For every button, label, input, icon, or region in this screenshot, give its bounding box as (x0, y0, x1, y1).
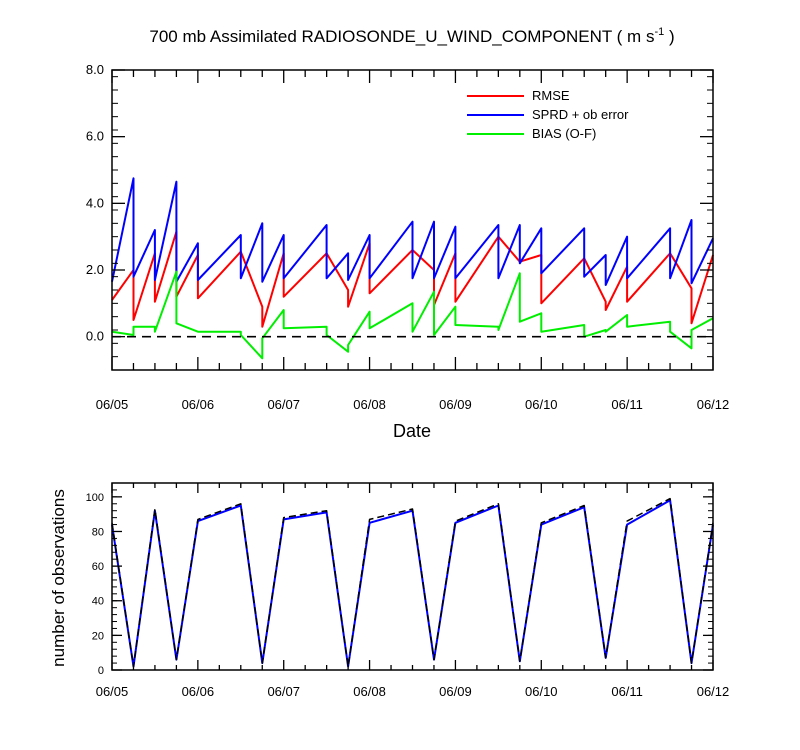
series-line-bias-o-f (111, 270, 714, 360)
bottom-x-tick-labels: 06/05 06/06 06/07 06/08 06/09 06/10 06/11 06/12 (96, 684, 730, 699)
legend-label-bias: BIAS (O-F) (532, 126, 596, 141)
y-tick-label: 4.0 (86, 195, 104, 210)
top-panel: 06/05 06/06 06/07 06/08 06/09 06/10 06/11 06/12… (86, 62, 729, 441)
top-series-group (111, 177, 714, 360)
x-tick-label: 06/11 (611, 684, 643, 699)
x-axis-title: Date (393, 421, 431, 441)
y-tick-label: 2.0 (86, 262, 104, 277)
x-tick-label: 06/06 (182, 397, 215, 412)
x-tick-label: 06/07 (267, 684, 300, 699)
y-tick-label: 8.0 (86, 62, 104, 77)
x-tick-label: 06/06 (182, 684, 215, 699)
chart-title-main: 700 mb Assimilated RADIOSONDE_U_WIND_COM… (149, 27, 654, 46)
y-tick-label: 0.0 (86, 329, 104, 344)
y-tick-label: 100 (86, 492, 104, 504)
bottom-y-tick-labels: 0 20 40 60 80 100 (86, 492, 104, 677)
y-tick-label: 40 (92, 596, 104, 608)
x-tick-label: 06/08 (353, 397, 386, 412)
x-tick-label: 06/11 (611, 397, 643, 412)
series-line-sprd-ob-error (111, 177, 714, 286)
x-tick-label: 06/08 (353, 684, 386, 699)
x-tick-label: 06/07 (267, 397, 300, 412)
chart-title-tail: ) (664, 27, 674, 46)
chart-title-sup: -1 (654, 26, 664, 38)
y-tick-label: 6.0 (86, 129, 104, 144)
series-line-observations-assimilated (111, 499, 714, 668)
x-tick-label: 06/12 (697, 684, 730, 699)
top-plot-frame (111, 69, 714, 371)
bottom-plot-frame (111, 482, 714, 671)
x-tick-label: 06/12 (697, 397, 730, 412)
y-tick-label: 60 (92, 561, 104, 573)
legend-item-rmse: RMSE (467, 88, 570, 103)
top-y-tick-labels: 0.0 2.0 4.0 6.0 8.0 (86, 62, 104, 344)
top-x-tick-labels: 06/05 06/06 06/07 06/08 06/09 06/10 06/11 06/12 (96, 397, 730, 412)
legend-label-sprd: SPRD + ob error (532, 107, 629, 122)
legend-label-rmse: RMSE (532, 88, 570, 103)
x-tick-label: 06/09 (439, 684, 472, 699)
chart-title: 700 mb Assimilated RADIOSONDE_U_WIND_COM… (149, 26, 674, 46)
series-line-observations-possible (111, 497, 714, 668)
y-tick-label: 20 (92, 630, 104, 642)
bottom-series-group (111, 497, 714, 668)
top-ticks-group (111, 69, 714, 371)
x-tick-label: 06/10 (525, 397, 558, 412)
y-tick-label: 80 (92, 526, 104, 538)
y-tick-label: 0 (98, 665, 104, 677)
x-tick-label: 06/09 (439, 397, 472, 412)
x-tick-label: 06/05 (96, 397, 129, 412)
legend: RMSE SPRD + ob error BIAS (O-F) (467, 88, 629, 141)
x-tick-label: 06/05 (96, 684, 129, 699)
x-tick-label: 06/10 (525, 684, 558, 699)
legend-item-sprd: SPRD + ob error (467, 107, 629, 122)
bottom-panel: 06/05 06/06 06/07 06/08 06/09 06/10 06/11 06/12… (49, 482, 730, 699)
legend-item-bias: BIAS (O-F) (467, 126, 596, 141)
y-axis-title-observations: number of observations (49, 489, 68, 667)
